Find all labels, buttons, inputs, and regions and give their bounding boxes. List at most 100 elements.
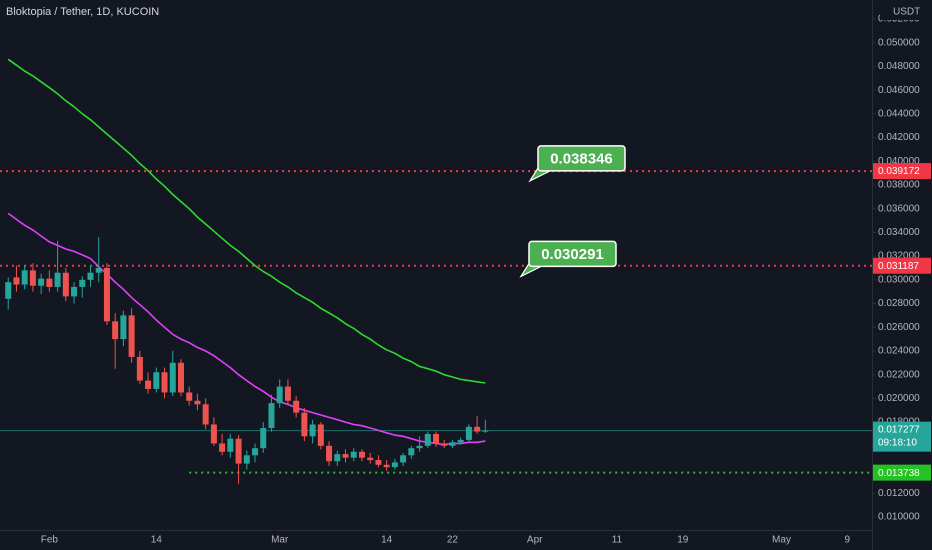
candle-body (293, 400, 300, 413)
candle-body (38, 278, 45, 286)
candle-body (62, 272, 69, 297)
candle-body (301, 412, 308, 437)
chart-title: Bloktopia / Tether, 1D, KUCOIN (6, 6, 159, 18)
y-tick-label: 0.048000 (878, 61, 920, 72)
candle-body (202, 404, 209, 425)
candle-body (136, 356, 143, 381)
moving-average (7, 212, 486, 446)
y-tick-label: 0.042000 (878, 132, 920, 143)
x-tick-label: 22 (447, 535, 459, 546)
candle-body (5, 282, 12, 299)
candle-body (252, 448, 259, 456)
candle-body (400, 455, 407, 463)
y-tick-label: 0.026000 (878, 322, 920, 333)
y-tick-label: 0.028000 (878, 298, 920, 309)
x-tick-label: Feb (41, 535, 59, 546)
y-tick-label: 0.046000 (878, 85, 920, 96)
last-price-label: 0.017277 (878, 424, 920, 435)
x-tick-label: 14 (381, 535, 393, 546)
candle-body (95, 267, 102, 273)
y-tick-label: 0.022000 (878, 369, 920, 380)
y-tick-label: 0.044000 (878, 108, 920, 119)
x-tick-label: 19 (677, 535, 689, 546)
y-tick-label: 0.036000 (878, 203, 920, 214)
unit-backdrop (880, 4, 920, 20)
candle-body (54, 272, 61, 287)
y-tick-label: 0.034000 (878, 227, 920, 238)
candle-body (120, 315, 127, 340)
last-price-box (873, 421, 931, 452)
candle-body (227, 438, 234, 452)
y-tick-label: 0.010000 (878, 512, 920, 523)
candle-body (153, 372, 160, 389)
price-level-box (873, 464, 931, 481)
candle-body (482, 430, 489, 432)
y-tick-label: 0.030000 (878, 274, 920, 285)
candle-body (474, 426, 481, 432)
price-level-box (873, 163, 931, 180)
candle-body (350, 451, 357, 458)
y-tick-label: 0.020000 (878, 393, 920, 404)
candle-body (87, 272, 94, 280)
candle-body (103, 267, 110, 322)
candle-body (161, 372, 168, 393)
candle-body (235, 438, 242, 464)
candle-body (433, 433, 439, 444)
candle-body (128, 315, 135, 357)
y-axis-label: USDT (893, 7, 920, 18)
candle-body (334, 454, 341, 462)
candle-body (416, 445, 423, 449)
moving-average (7, 58, 486, 384)
y-tick-label: 0.012000 (878, 488, 920, 499)
x-tick-label: Apr (527, 535, 543, 546)
x-tick-label: 11 (612, 535, 623, 546)
candle-body (13, 277, 20, 285)
candle-body (219, 443, 226, 452)
candle-body (375, 460, 382, 465)
y-tick-label: 0.040000 (878, 156, 920, 167)
candle-body (268, 403, 275, 429)
candle-body (169, 362, 176, 393)
candle-body (243, 455, 250, 464)
candle-body (367, 457, 374, 461)
candle-body (424, 433, 431, 446)
x-tick-label: 14 (151, 535, 163, 546)
candle-body (449, 442, 456, 446)
candle-body (260, 428, 267, 449)
candle-body (145, 380, 152, 389)
price-level-label: 0.031187 (878, 261, 919, 272)
x-tick-label: Mar (271, 535, 289, 546)
price-axis: 0.0100000.0120000.0180000.0200000.022000… (872, 14, 931, 523)
candle-body (71, 286, 78, 297)
candle-body (21, 270, 28, 285)
candle-body (342, 454, 349, 458)
candle-body (358, 451, 365, 458)
callout-label: 0.030291 (541, 246, 604, 263)
candle-body (112, 321, 119, 340)
price-level-box (873, 257, 931, 274)
candle-body (79, 279, 86, 287)
candle-body (383, 464, 390, 468)
y-tick-label: 0.038000 (878, 180, 920, 191)
candle-body (317, 424, 324, 446)
price-level-label: 0.013738 (878, 468, 920, 479)
callout-box (528, 240, 617, 268)
candle-body (284, 386, 291, 401)
candle-body (194, 400, 201, 405)
price-level-label: 0.039172 (878, 166, 920, 177)
candle-body (29, 270, 36, 286)
x-tick-label: 9 (845, 535, 851, 546)
plot-area: 0.038346 0.030291 (0, 58, 872, 484)
y-tick-label: 0.050000 (878, 37, 920, 48)
candle-body (46, 278, 53, 287)
candle-body (326, 445, 333, 462)
candle-body (391, 462, 398, 468)
candle-body (309, 424, 316, 437)
countdown-label: 09:18:10 (878, 437, 917, 448)
candle-body (408, 448, 415, 456)
x-tick-label: May (772, 535, 791, 546)
candle-body (210, 424, 217, 444)
y-tick-label: 0.032000 (878, 251, 920, 262)
